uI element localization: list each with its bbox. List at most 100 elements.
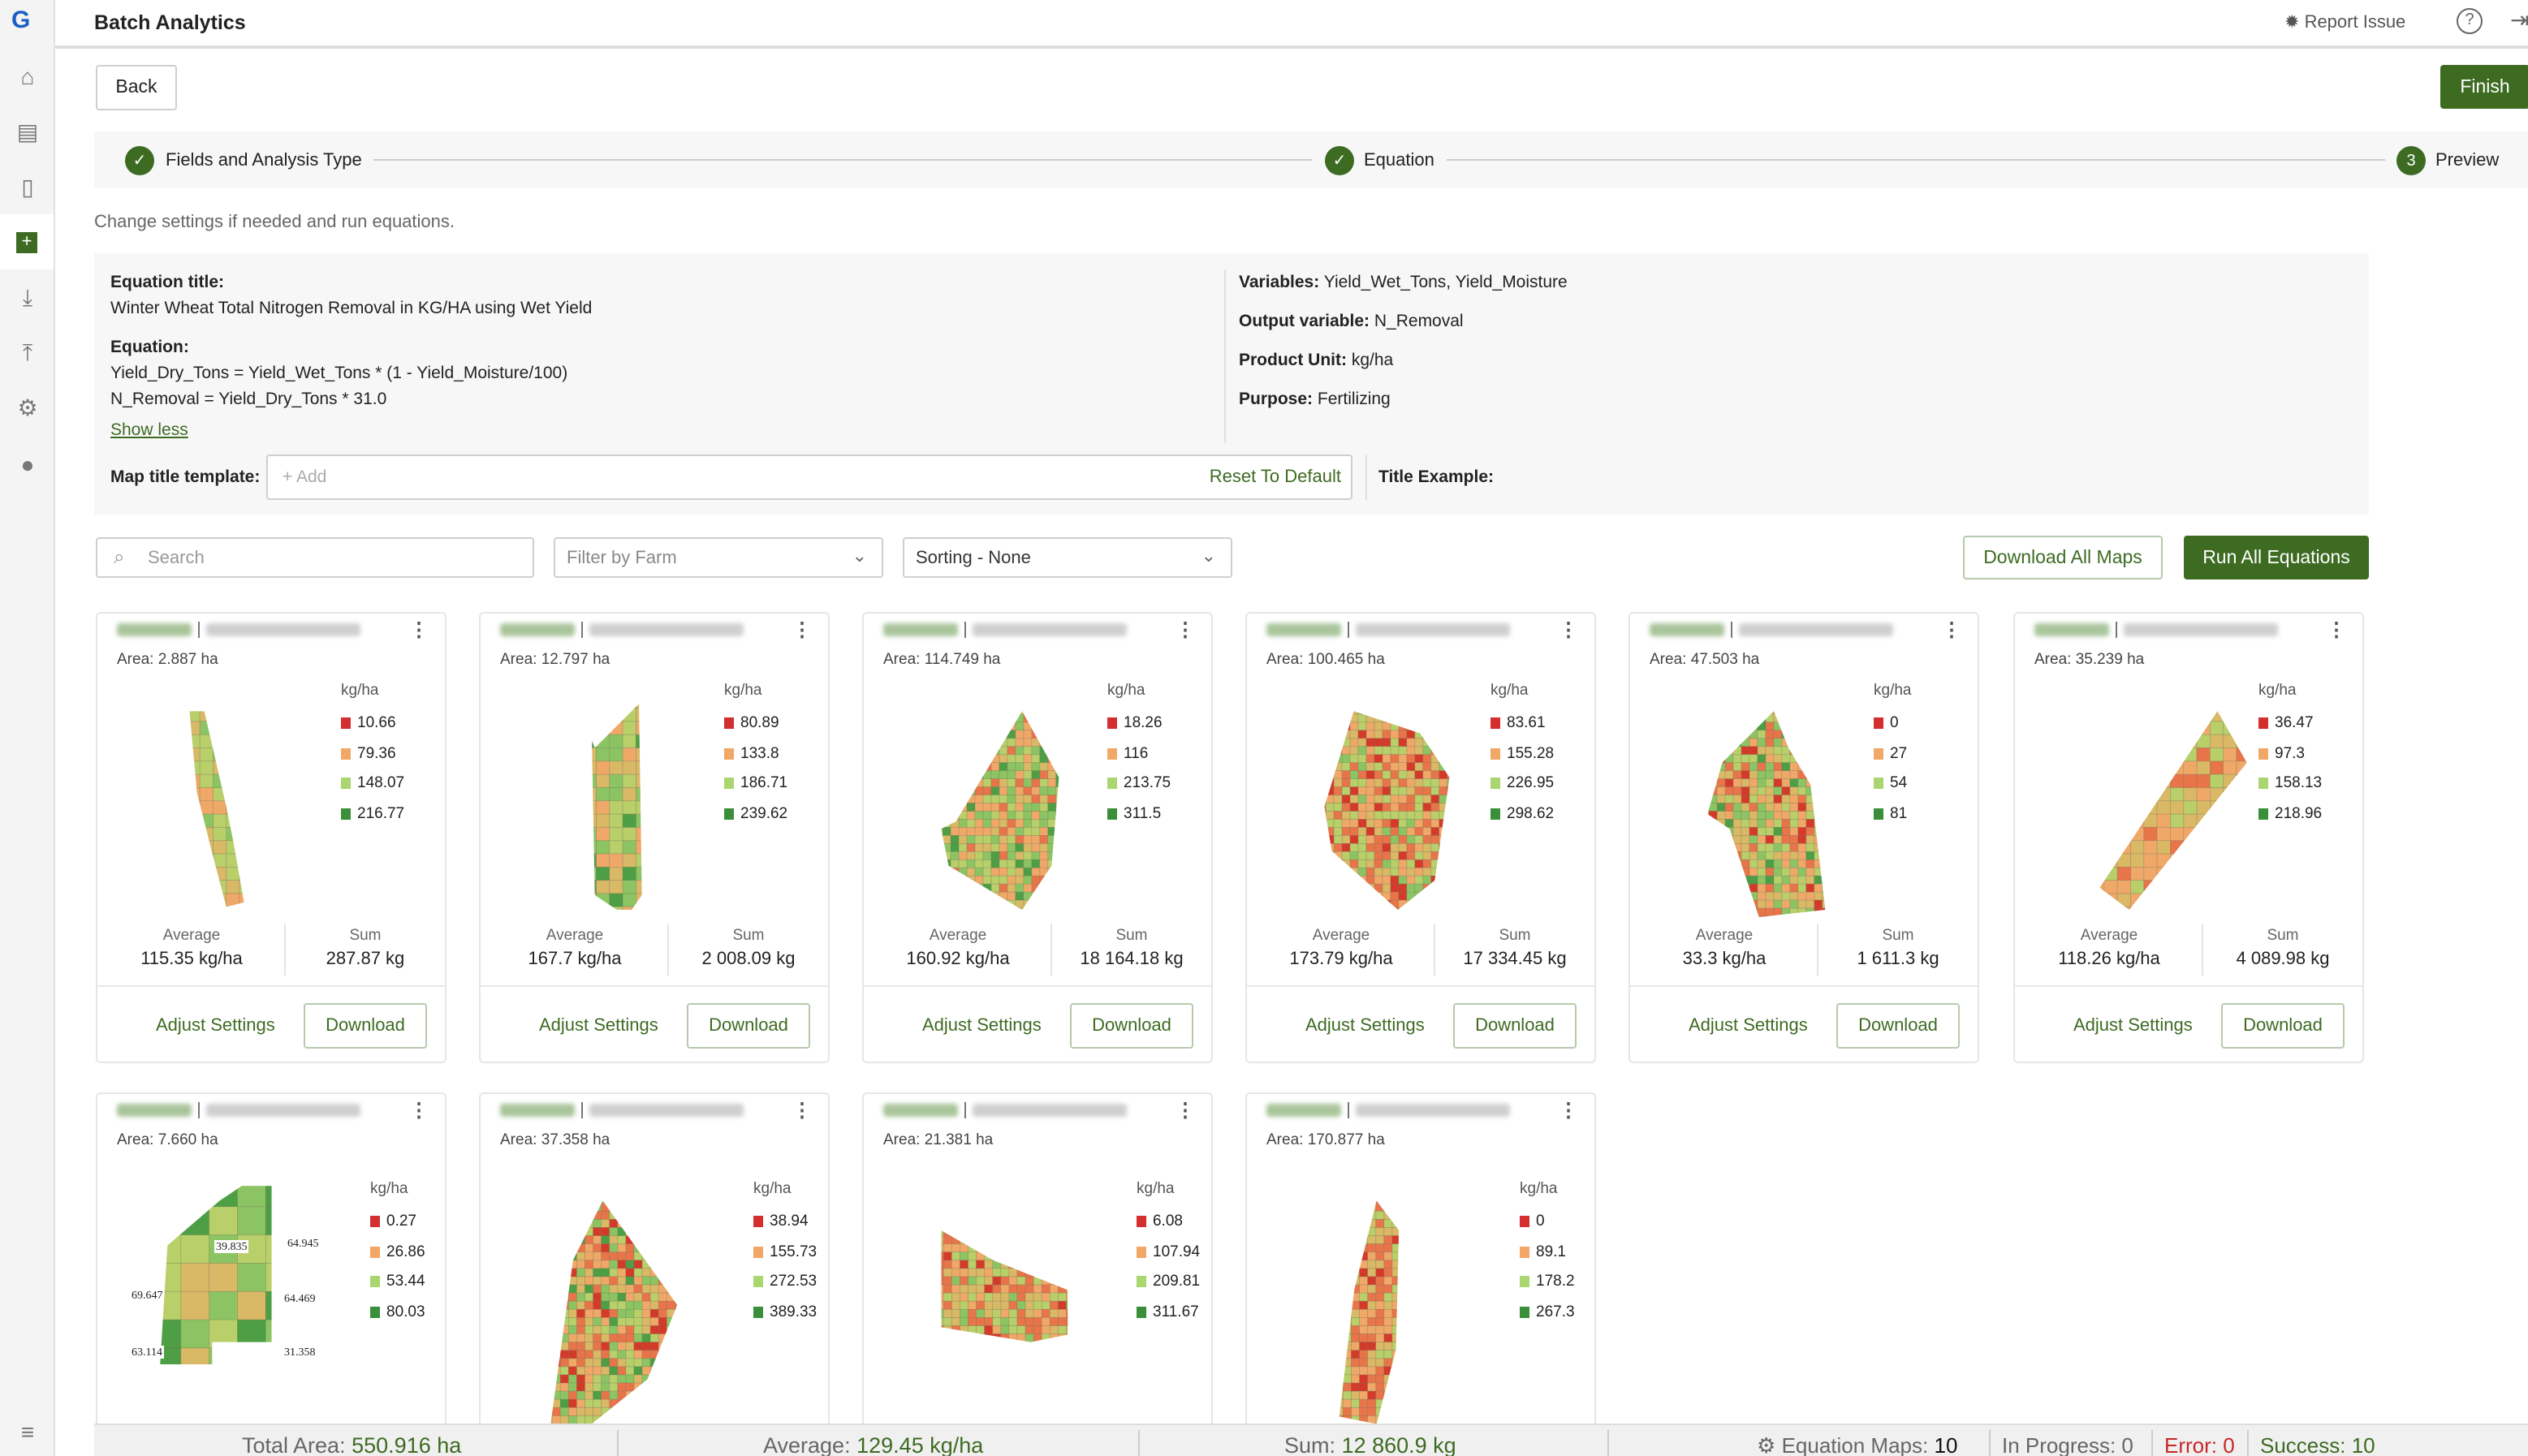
map-cell [919, 1277, 927, 1285]
adjust-settings-button[interactable]: Adjust Settings [1689, 1016, 1808, 1036]
field-map[interactable] [127, 682, 370, 917]
settings-circle-icon[interactable]: ⚙ [17, 394, 38, 420]
map-cell [2170, 747, 2185, 762]
more-options-icon[interactable]: ⋮ [792, 1099, 812, 1122]
map-cell [1341, 859, 1351, 868]
download-button[interactable]: Download [2221, 1003, 2345, 1049]
map-cell [567, 1382, 577, 1392]
zone-label: 69.647 [130, 1289, 165, 1302]
run-all-equations-button[interactable]: Run All Equations [2184, 536, 2369, 579]
show-less-link[interactable]: Show less [110, 420, 188, 440]
map-cell [1447, 819, 1450, 828]
map-cell [1091, 1334, 1099, 1342]
map-cell [551, 1350, 561, 1359]
field-map[interactable] [510, 682, 753, 917]
download-button[interactable]: Download [304, 1003, 427, 1049]
map-cell [601, 1292, 610, 1302]
map-cell [1097, 835, 1105, 843]
map-cell [622, 813, 636, 828]
more-options-icon[interactable]: ⋮ [409, 618, 429, 641]
map-cell [1099, 1301, 1107, 1309]
map-cell [684, 1178, 692, 1187]
field-map[interactable] [887, 1178, 1130, 1446]
adjust-settings-button[interactable]: Adjust Settings [1305, 1016, 1425, 1036]
download-button[interactable]: Download [1453, 1003, 1577, 1049]
map-cell [658, 1210, 667, 1220]
field-map[interactable] [1659, 682, 1903, 917]
map-cell [942, 875, 951, 885]
map-cell [1707, 754, 1710, 764]
map-cell [1374, 811, 1383, 820]
map-cell [1007, 795, 1016, 803]
field-map[interactable] [503, 1178, 747, 1446]
more-options-icon[interactable]: ⋮ [1176, 618, 1195, 641]
more-options-icon[interactable]: ⋮ [409, 1099, 429, 1122]
download-button[interactable]: Download [1070, 1003, 1193, 1049]
map-cell [319, 761, 332, 774]
map-cell [1390, 827, 1400, 836]
map-cell [570, 814, 583, 827]
user-icon[interactable]: ● [20, 451, 35, 477]
more-options-icon[interactable]: ⋮ [2327, 618, 2346, 641]
map-cell [1374, 875, 1383, 885]
more-options-icon[interactable]: ⋮ [792, 618, 812, 641]
map-cell [617, 1251, 627, 1261]
map-cell [1805, 795, 1815, 803]
output-label: Output variable: [1239, 312, 1370, 331]
map-cell [160, 709, 173, 722]
search-input[interactable]: ⌕ Search [96, 537, 534, 578]
map-cell [1047, 786, 1057, 795]
equation-title: Winter Wheat Total Nitrogen Removal in K… [110, 299, 593, 318]
map-cell [1805, 811, 1815, 820]
reset-to-default-button[interactable]: Reset To Default [1209, 467, 1341, 487]
map-cell [1749, 762, 1758, 772]
clipboard-icon[interactable]: ▤ [16, 118, 39, 144]
logout-icon[interactable]: ⇥ [2510, 6, 2528, 32]
help-icon[interactable]: ? [2457, 8, 2483, 34]
adjust-settings-button[interactable]: Adjust Settings [922, 1016, 1042, 1036]
map-cell [1097, 690, 1105, 698]
more-options-icon[interactable]: ⋮ [1559, 618, 1578, 641]
map-cell [1430, 875, 1440, 885]
more-options-icon[interactable]: ⋮ [1942, 618, 1961, 641]
map-cell [226, 695, 239, 708]
add-analytics-icon[interactable]: + [0, 214, 54, 269]
download-button[interactable]: Download [1836, 1003, 1960, 1049]
map-icon[interactable]: ▯ [21, 173, 34, 199]
adjust-settings-button[interactable]: Adjust Settings [2073, 1016, 2193, 1036]
map-cell [1693, 690, 1701, 698]
finish-button[interactable]: Finish [2440, 65, 2528, 109]
map-cell [1058, 1243, 1067, 1253]
map-cell [609, 1292, 619, 1302]
adjust-settings-button[interactable]: Adjust Settings [539, 1016, 658, 1036]
map-cell [1863, 876, 1871, 884]
adjust-settings-button[interactable]: Adjust Settings [156, 1016, 275, 1036]
download-all-maps-button[interactable]: Download All Maps [1963, 536, 2163, 579]
back-button[interactable]: Back [96, 65, 177, 110]
map-cell [1325, 851, 1335, 860]
sorting-dropdown[interactable]: Sorting - None ⌄ [903, 537, 1232, 578]
home-icon[interactable]: ⌂ [20, 63, 35, 89]
field-map[interactable] [893, 682, 1137, 917]
farm-filter-dropdown[interactable]: Filter by Farm ⌄ [554, 537, 883, 578]
map-cell [1047, 827, 1057, 836]
map-cell [1781, 907, 1791, 917]
map-cell [641, 1276, 651, 1286]
map-title-template-input[interactable]: + Add Reset To Default [266, 454, 1352, 500]
field-map[interactable] [2044, 682, 2288, 917]
map-cell [1383, 690, 1391, 698]
field-map[interactable] [120, 1178, 364, 1446]
map-cell [983, 682, 991, 690]
download-button[interactable]: Download [687, 1003, 810, 1049]
map-cell [1091, 1407, 1099, 1415]
download-icon[interactable]: ⤓ [22, 283, 33, 309]
map-cell [943, 1375, 951, 1383]
report-issue-button[interactable]: ✹ Report Issue [2284, 11, 2405, 32]
map-cell [1075, 1244, 1083, 1252]
app-logo[interactable]: G [11, 6, 31, 34]
field-map[interactable] [1276, 682, 1520, 917]
menu-icon[interactable]: ≡ [20, 1419, 35, 1445]
more-options-icon[interactable]: ⋮ [1176, 1099, 1195, 1122]
upload-icon[interactable]: ⤒ [22, 338, 33, 364]
map-cell [951, 1251, 960, 1261]
